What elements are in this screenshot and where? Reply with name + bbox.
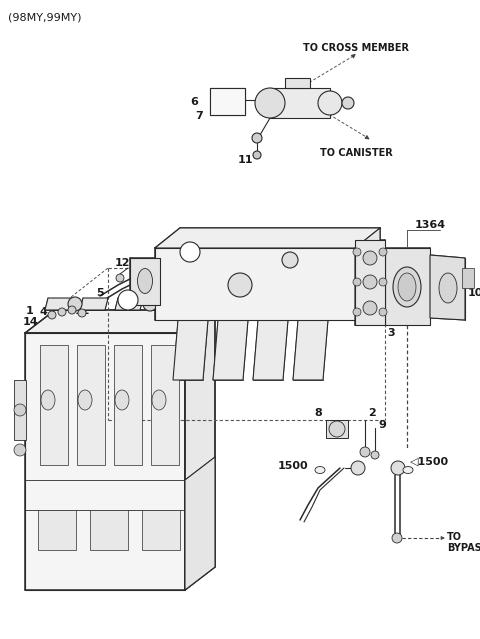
Ellipse shape [398,273,416,301]
Polygon shape [355,228,380,320]
Polygon shape [155,248,355,320]
Circle shape [318,91,342,115]
Circle shape [48,311,56,319]
Text: 2: 2 [368,408,376,418]
Ellipse shape [393,267,421,307]
Ellipse shape [152,390,166,410]
Bar [462,268,474,288]
Text: 5: 5 [96,288,104,298]
Circle shape [180,242,200,262]
Text: 1364: 1364 [415,220,446,230]
Circle shape [353,308,361,316]
Text: A: A [187,247,193,256]
Polygon shape [210,88,245,115]
Text: TO: TO [447,532,462,542]
Polygon shape [213,320,248,380]
Text: BYPASS: BYPASS [447,543,480,553]
Circle shape [391,461,405,475]
Circle shape [252,133,262,143]
Text: 12: 12 [115,258,130,268]
Polygon shape [355,240,385,325]
Bar [90,510,128,550]
Circle shape [363,301,377,315]
Circle shape [360,447,370,457]
Text: 9: 9 [378,420,386,430]
Polygon shape [253,320,288,380]
Circle shape [379,308,387,316]
Polygon shape [115,298,143,310]
Polygon shape [25,310,215,333]
Polygon shape [270,88,330,118]
Bar [40,345,68,465]
Circle shape [379,278,387,286]
Bar [77,345,105,465]
Circle shape [14,404,26,416]
Text: 3: 3 [387,328,395,338]
Text: 12: 12 [74,306,90,316]
Circle shape [255,88,285,118]
Text: 8: 8 [314,408,322,418]
Circle shape [353,248,361,256]
Circle shape [68,297,82,311]
Polygon shape [385,248,430,325]
Text: 1500: 1500 [277,461,308,471]
Ellipse shape [137,268,153,293]
Circle shape [351,461,365,475]
Bar [38,510,76,550]
Circle shape [392,533,402,543]
Polygon shape [293,320,328,380]
Polygon shape [155,228,380,248]
Circle shape [282,252,298,268]
Text: 10: 10 [468,288,480,298]
Bar [14,380,26,440]
Text: 11: 11 [237,155,253,165]
Text: 4: 4 [39,307,47,317]
Circle shape [371,451,379,459]
Polygon shape [185,310,215,590]
Polygon shape [150,298,178,310]
Circle shape [78,309,86,317]
Text: 14: 14 [22,317,38,327]
Polygon shape [80,298,108,310]
Circle shape [363,275,377,289]
Bar [326,420,348,438]
Text: TO CANISTER: TO CANISTER [320,148,393,158]
Text: 7: 7 [195,111,203,121]
Polygon shape [285,78,310,88]
Polygon shape [430,255,465,320]
Polygon shape [25,333,185,590]
Text: TO CROSS MEMBER: TO CROSS MEMBER [303,43,409,53]
Text: (98MY,99MY): (98MY,99MY) [8,12,82,22]
Polygon shape [185,457,215,590]
Text: 6: 6 [190,97,198,107]
Bar [151,345,179,465]
Bar [142,510,180,550]
Ellipse shape [315,466,325,473]
Circle shape [118,290,138,310]
Text: 1: 1 [26,306,34,316]
Bar [114,345,142,465]
Text: A: A [124,295,132,305]
Ellipse shape [403,466,413,473]
Circle shape [68,306,76,314]
Polygon shape [173,320,208,380]
Ellipse shape [115,390,129,410]
Ellipse shape [78,390,92,410]
Circle shape [228,273,252,297]
Text: ◁1500: ◁1500 [410,457,449,467]
Circle shape [143,297,157,311]
Circle shape [116,274,124,282]
Circle shape [329,421,345,437]
Circle shape [58,308,66,316]
Polygon shape [45,298,73,310]
Circle shape [253,151,261,159]
Ellipse shape [439,273,457,303]
Circle shape [353,278,361,286]
Circle shape [342,97,354,109]
Polygon shape [130,258,160,305]
Circle shape [14,444,26,456]
Circle shape [363,251,377,265]
Ellipse shape [41,390,55,410]
Circle shape [379,248,387,256]
